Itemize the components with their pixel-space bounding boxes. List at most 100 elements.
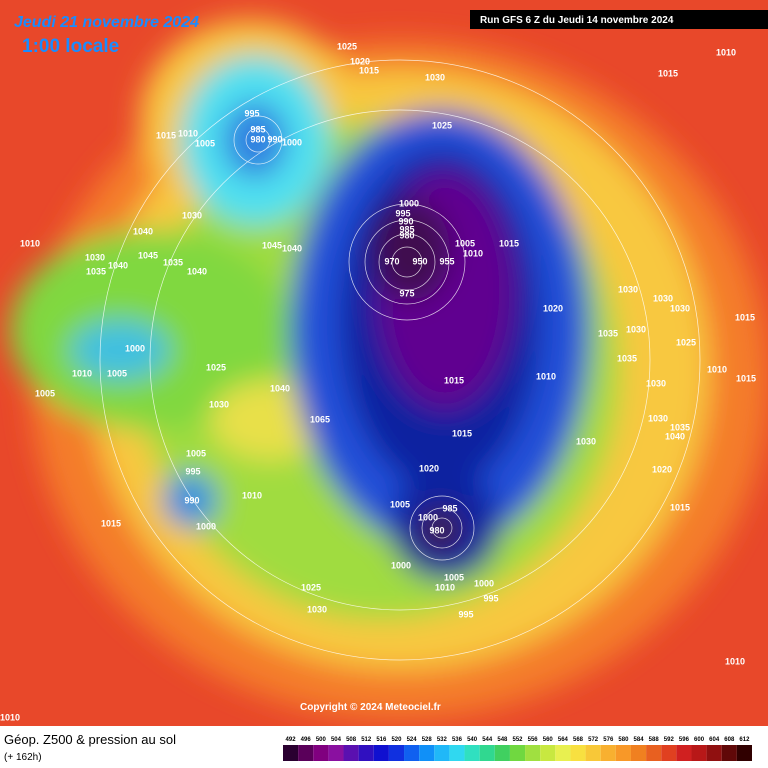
pressure-label: 1025 [432,120,452,130]
scale-swatch [676,745,692,761]
pressure-label: 1005 [390,499,410,509]
scale-label: 604 [709,737,720,743]
scale-swatch [404,745,420,761]
scale-label: 588 [649,737,660,743]
pressure-label: 985 [442,503,457,513]
scale-label: 560 [543,737,554,743]
run-box [470,10,768,29]
pressure-label: 1030 [307,604,327,614]
pressure-label: 1035 [86,266,106,276]
pressure-label: 1005 [195,138,215,148]
pressure-label: 1000 [399,198,419,208]
scale-swatch [585,745,601,761]
scale-swatch [661,745,677,761]
pressure-label: 1030 [646,378,666,388]
pressure-label: 1065 [310,414,330,424]
pressure-label: 1020 [652,464,672,474]
pressure-label: 1020 [350,56,370,66]
scale-swatch [615,745,631,761]
scale-swatch [343,745,359,761]
pressure-label: 1010 [178,128,198,138]
scale-swatch [419,745,435,761]
pressure-label: 1000 [391,560,411,570]
pressure-label: 1030 [618,284,638,294]
scale-label: 524 [407,737,418,743]
pressure-label: 1030 [576,436,596,446]
pressure-label: 1000 [196,521,216,531]
pressure-label: 1030 [653,293,673,303]
pressure-label: 1030 [670,303,690,313]
scale-label: 496 [301,737,312,743]
pressure-label: 990 [398,216,413,226]
scale-label: 580 [618,737,629,743]
pressure-label: 1000 [282,137,302,147]
pressure-label: 1000 [418,512,438,522]
pressure-label: 1010 [20,238,40,248]
pressure-label: 1015 [735,312,755,322]
pressure-label: 1005 [35,388,55,398]
scale-label: 544 [482,737,493,743]
map-field [0,0,768,726]
pressure-label: 1010 [707,364,727,374]
pressure-label: 1045 [138,250,158,260]
pressure-label: 1015 [444,375,464,385]
pressure-label: 1040 [187,266,207,276]
scale-swatch [388,745,405,761]
scale-swatch [600,745,616,761]
run-info: Run GFS 6 Z du Jeudi 14 novembre 2024 [480,15,674,26]
pressure-label: 1010 [435,582,455,592]
pressure-label: 980 [399,230,414,240]
pressure-label: 995 [483,593,498,603]
scale-swatch [494,745,510,761]
pressure-label: 1015 [736,373,756,383]
pressure-label: 995 [395,208,410,218]
pressure-label: 1025 [206,362,226,372]
footer-title: Géop. Z500 & pression au sol [4,732,176,747]
pressure-label: 1015 [359,65,379,75]
pressure-label: 1000 [474,578,494,588]
pressure-label: 1005 [444,572,464,582]
scale-swatch [540,745,556,761]
copyright: Copyright © 2024 Meteociel.fr [300,702,441,713]
scale-label: 528 [422,737,433,743]
pressure-label: 975 [399,288,414,298]
pressure-label: 1040 [282,243,302,253]
pressure-label: 1030 [425,72,445,82]
scale-label: 536 [452,737,463,743]
pressure-label: 1010 [716,47,736,57]
scale-swatch [479,745,495,761]
pressure-label: 1015 [101,518,121,528]
scale-swatch [736,745,752,761]
lead-time: (+ 162h) [4,752,42,763]
local-time: 1:00 locale [22,36,119,57]
pressure-label: 1005 [107,368,127,378]
scale-label: 564 [558,737,569,743]
pressure-label: 1010 [0,712,20,722]
pressure-label: 1015 [670,502,690,512]
scale-swatch [630,745,647,761]
scale-swatch [358,745,374,761]
scale-swatch [525,745,541,761]
scale-swatch [328,745,344,761]
scale-label: 556 [528,737,539,743]
scale-label: 548 [497,737,508,743]
pressure-label: 985 [399,224,414,234]
pressure-label: 1010 [72,368,92,378]
pressure-label: 1010 [463,248,483,258]
scale-swatch [721,745,737,761]
scale-label: 500 [316,737,327,743]
pressure-label: 1015 [658,68,678,78]
pressure-label: 980 [250,134,265,144]
pressure-label: 1035 [163,257,183,267]
scale-label: 576 [603,737,614,743]
scale-label: 596 [679,737,690,743]
scale-swatch [509,745,526,761]
scale-swatch [570,745,586,761]
pressure-label: 1040 [108,260,128,270]
scale-swatch [449,745,465,761]
pressure-label: 985 [250,124,265,134]
scale-swatch [691,745,707,761]
pressure-label: 1030 [648,413,668,423]
scale-label: 492 [286,737,297,743]
